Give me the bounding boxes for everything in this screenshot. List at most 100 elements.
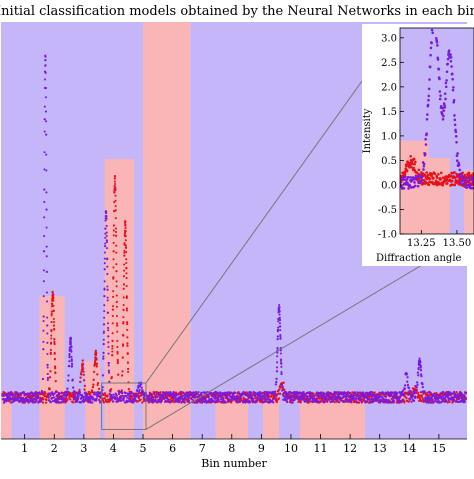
data-point bbox=[168, 395, 171, 398]
data-point bbox=[21, 401, 24, 404]
data-point bbox=[106, 311, 110, 315]
data-point bbox=[375, 395, 378, 398]
data-point bbox=[430, 398, 433, 402]
data-point bbox=[397, 396, 401, 400]
data-point bbox=[2, 393, 5, 397]
data-point bbox=[138, 388, 141, 391]
data-point bbox=[112, 258, 115, 261]
data-point bbox=[360, 401, 363, 404]
data-point bbox=[122, 283, 126, 286]
data-point bbox=[49, 370, 52, 373]
data-point bbox=[275, 377, 278, 380]
data-point bbox=[457, 394, 460, 398]
data-point bbox=[41, 377, 45, 381]
data-point bbox=[95, 399, 98, 402]
data-point bbox=[124, 220, 127, 223]
data-point bbox=[104, 219, 107, 222]
data-point bbox=[102, 355, 105, 358]
data-point bbox=[46, 332, 49, 335]
data-point bbox=[112, 234, 115, 237]
data-point bbox=[264, 393, 268, 396]
data-point bbox=[46, 376, 50, 380]
data-point bbox=[81, 367, 85, 370]
inset-data-point bbox=[410, 166, 414, 169]
data-point bbox=[275, 370, 279, 373]
data-point bbox=[288, 396, 291, 399]
data-point bbox=[77, 395, 80, 398]
data-point bbox=[121, 356, 124, 359]
data-point bbox=[122, 322, 125, 325]
data-point bbox=[58, 392, 61, 395]
inset-data-point bbox=[446, 62, 449, 66]
data-point bbox=[116, 324, 119, 327]
inset-data-point bbox=[428, 177, 432, 181]
data-point bbox=[122, 316, 125, 319]
inset-data-point bbox=[428, 65, 432, 69]
data-point bbox=[126, 396, 129, 399]
data-point bbox=[124, 244, 127, 247]
data-point bbox=[274, 394, 277, 397]
data-point bbox=[116, 360, 119, 363]
inset-data-point bbox=[406, 175, 410, 179]
inset-data-point bbox=[422, 165, 426, 168]
data-point bbox=[50, 396, 53, 400]
data-point bbox=[68, 353, 71, 356]
data-point bbox=[198, 394, 201, 397]
data-point bbox=[304, 393, 307, 396]
data-point bbox=[261, 397, 264, 401]
data-point bbox=[199, 398, 202, 401]
data-point bbox=[200, 391, 203, 395]
data-point bbox=[280, 362, 283, 365]
data-point bbox=[278, 310, 281, 313]
data-point bbox=[114, 209, 117, 212]
data-point bbox=[103, 287, 106, 290]
data-point bbox=[406, 380, 409, 383]
data-point bbox=[51, 391, 54, 394]
data-point bbox=[134, 399, 137, 402]
data-point bbox=[419, 366, 422, 369]
data-point bbox=[103, 397, 106, 400]
data-point bbox=[283, 388, 286, 391]
data-point bbox=[32, 397, 36, 400]
data-point bbox=[83, 388, 86, 391]
inset-data-point bbox=[405, 169, 409, 173]
data-point bbox=[29, 392, 33, 395]
data-point bbox=[43, 235, 46, 238]
data-point bbox=[227, 391, 231, 394]
data-point bbox=[78, 388, 81, 391]
data-point bbox=[68, 364, 71, 368]
data-point bbox=[327, 396, 331, 399]
data-point bbox=[402, 389, 405, 392]
data-point bbox=[184, 397, 187, 400]
data-point bbox=[340, 399, 343, 402]
data-point bbox=[280, 372, 283, 376]
inset-data-point bbox=[432, 176, 435, 180]
data-point bbox=[83, 384, 86, 387]
data-point bbox=[108, 380, 111, 383]
data-point bbox=[117, 392, 121, 396]
data-point bbox=[278, 316, 281, 319]
data-point bbox=[131, 392, 134, 395]
data-point bbox=[68, 396, 71, 399]
data-point bbox=[43, 151, 46, 154]
data-point bbox=[45, 169, 48, 172]
data-point bbox=[81, 359, 84, 362]
data-point bbox=[28, 393, 31, 396]
data-point bbox=[136, 390, 139, 393]
data-point bbox=[42, 269, 45, 272]
data-point bbox=[258, 397, 262, 400]
data-point bbox=[110, 376, 113, 379]
inset-data-point bbox=[465, 186, 469, 189]
data-point bbox=[37, 396, 40, 399]
data-point bbox=[51, 303, 54, 306]
data-point bbox=[123, 242, 126, 245]
data-point bbox=[114, 199, 117, 202]
data-point bbox=[44, 96, 47, 99]
data-point bbox=[277, 329, 280, 332]
data-point bbox=[42, 348, 45, 351]
data-point bbox=[214, 394, 217, 397]
data-point bbox=[124, 227, 127, 230]
inset-data-point bbox=[434, 20, 437, 23]
data-point bbox=[191, 391, 195, 394]
data-point bbox=[263, 400, 267, 403]
